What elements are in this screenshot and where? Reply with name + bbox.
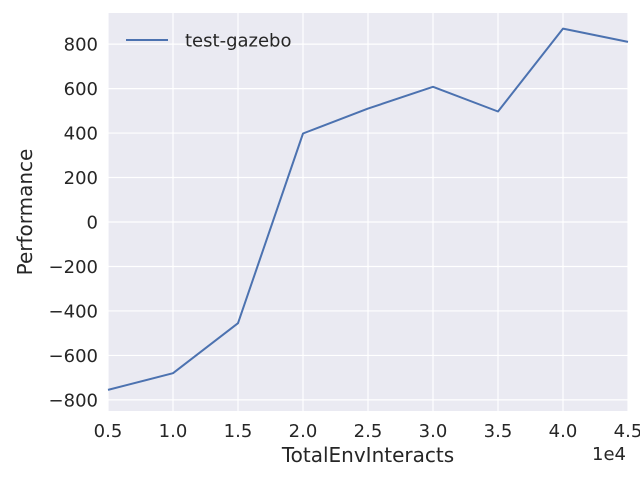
x-axis-label: TotalEnvInteracts	[281, 443, 454, 467]
y-tick-label: 400	[64, 124, 98, 145]
y-axis-label: Performance	[13, 149, 37, 276]
x-tick-labels: 0.5 1.0 1.5 2.0 2.5 3.0 3.5 4.0 4.5	[94, 421, 640, 442]
y-tick-label: −400	[49, 301, 98, 322]
x-tick-label: 3.0	[419, 421, 448, 442]
x-offset-label: 1e4	[592, 444, 626, 465]
x-tick-label: 0.5	[94, 421, 123, 442]
x-tick-label: 1.0	[159, 421, 188, 442]
x-tick-label: 4.0	[549, 421, 578, 442]
y-tick-labels: −800 −600 −400 −200 0 200 400 600 800	[49, 35, 98, 412]
y-tick-label: 200	[64, 168, 98, 189]
x-tick-label: 1.5	[224, 421, 253, 442]
y-tick-label: −600	[49, 346, 98, 367]
series-line	[107, 27, 629, 391]
legend: test-gazebo	[126, 31, 291, 52]
x-tick-label: 4.5	[614, 421, 640, 442]
y-tick-label: −800	[49, 390, 98, 411]
y-tick-label: 0	[87, 213, 98, 234]
y-tick-label: 600	[64, 79, 98, 100]
y-tick-label: −200	[49, 257, 98, 278]
x-tick-label: 2.0	[289, 421, 318, 442]
y-tick-label: 800	[64, 35, 98, 56]
grid-lines	[107, 13, 629, 411]
x-tick-label: 2.5	[354, 421, 383, 442]
series-layer	[107, 27, 629, 391]
legend-entry-label: test-gazebo	[185, 31, 291, 52]
x-tick-label: 3.5	[484, 421, 513, 442]
